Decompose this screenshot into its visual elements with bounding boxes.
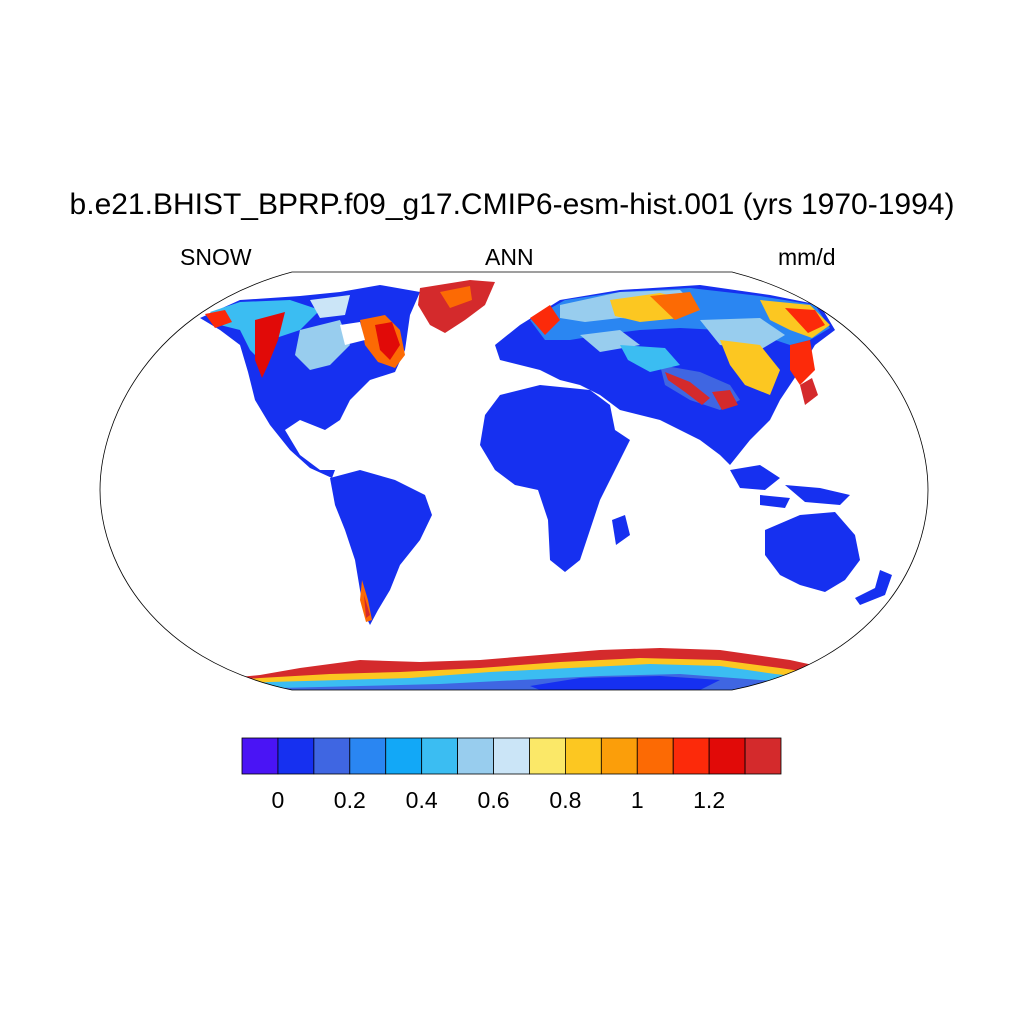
antarctica xyxy=(100,648,928,690)
colorbar-swatch xyxy=(672,737,710,775)
southeast-asia xyxy=(730,465,850,508)
colorbar-swatch xyxy=(600,737,638,775)
colorbar-tick-label: 0.2 xyxy=(334,787,366,813)
colorbar-swatch xyxy=(457,737,494,775)
japan xyxy=(800,378,818,405)
colorbar-swatch xyxy=(385,737,423,775)
eurasia xyxy=(495,285,835,465)
australia xyxy=(765,512,860,592)
units-label: mm/d xyxy=(778,244,836,270)
colorbar-swatch xyxy=(529,737,566,775)
colorbar-tick-label: 1 xyxy=(631,787,644,813)
colorbar-swatch xyxy=(241,737,279,775)
south-america xyxy=(330,470,432,625)
colorbar-swatch xyxy=(636,737,674,775)
season-label: ANN xyxy=(485,244,534,270)
colorbar-swatch xyxy=(277,737,315,775)
colorbar-swatch xyxy=(313,737,351,775)
colorbar-swatch xyxy=(493,737,530,775)
colorbar-swatch xyxy=(744,737,782,775)
colorbar-swatch xyxy=(349,737,387,775)
colorbar-swatch xyxy=(708,737,746,775)
colorbar-tick-label: 0.6 xyxy=(478,787,510,813)
plot-title: b.e21.BHIST_BPRP.f09_g17.CMIP6-esm-hist.… xyxy=(69,188,955,221)
new-zealand xyxy=(855,570,892,605)
variable-label: SNOW xyxy=(180,244,252,270)
greenland xyxy=(418,280,495,333)
colorbar-swatch xyxy=(565,737,602,775)
colorbar-tick-label: 0 xyxy=(272,787,285,813)
africa xyxy=(480,385,630,572)
colorbar-swatch xyxy=(421,737,458,775)
colorbar-tick-label: 0.4 xyxy=(406,787,438,813)
colorbar-tick-label: 0.8 xyxy=(549,787,581,813)
north-america xyxy=(200,285,420,478)
map-outline xyxy=(99,271,929,691)
colorbar-tick-label: 1.2 xyxy=(693,787,725,813)
